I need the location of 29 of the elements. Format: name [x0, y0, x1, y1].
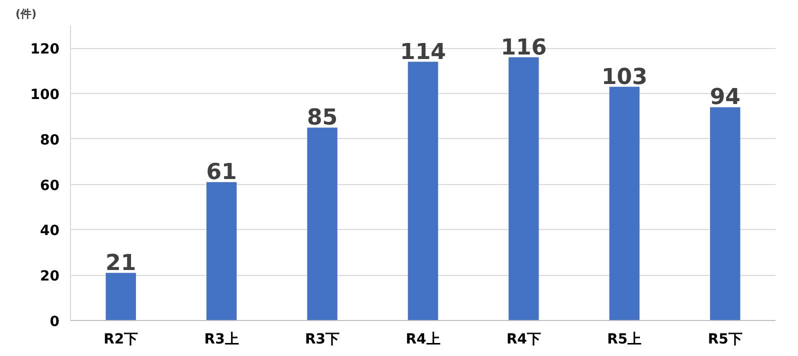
x-tick-label: R3上 [204, 332, 239, 348]
data-label: 21 [106, 250, 136, 276]
y-tick-label: 100 [30, 87, 60, 104]
bar [508, 57, 539, 320]
y-tick-label: 80 [40, 132, 60, 148]
data-label: 61 [206, 160, 237, 186]
data-label: 85 [306, 106, 338, 131]
bar [106, 272, 136, 320]
y-tick-label: 0 [50, 314, 60, 330]
y-tick-label: 120 [30, 42, 60, 58]
data-label: 103 [601, 64, 648, 90]
bar [206, 182, 237, 320]
y-axis-title: (件) [16, 8, 37, 20]
data-label: 116 [500, 35, 547, 60]
y-tick-label: 60 [40, 178, 60, 194]
bar [307, 128, 338, 320]
x-tick-label: R4上 [406, 332, 440, 348]
bar [408, 62, 438, 320]
data-label: 114 [400, 40, 446, 65]
x-tick-label: R4下 [506, 332, 541, 348]
x-tick-label: R5下 [708, 332, 742, 348]
x-tick-label: R2下 [104, 332, 138, 348]
x-tick-label: R3下 [305, 332, 340, 348]
y-tick-label: 40 [40, 223, 60, 240]
x-tick-label: R5上 [607, 332, 642, 348]
data-label: 94 [710, 85, 740, 110]
y-tick-label: 20 [40, 268, 60, 285]
bar [710, 107, 740, 320]
bar [609, 86, 640, 320]
